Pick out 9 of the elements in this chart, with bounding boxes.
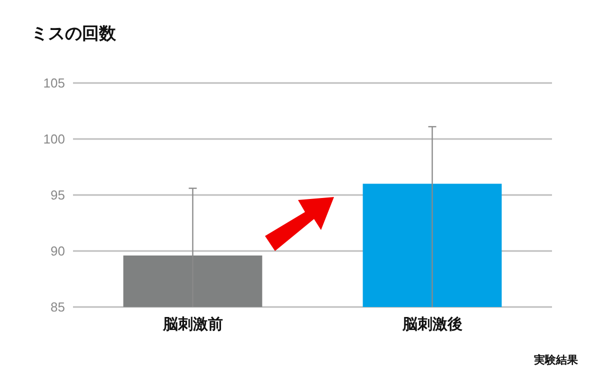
- x-tick-label: 脳刺激後: [401, 316, 462, 333]
- y-tick-label: 95: [50, 188, 65, 202]
- x-tick-label: 脳刺激前: [162, 316, 223, 333]
- y-tick-label: 100: [43, 132, 65, 146]
- text: 実験結果: [533, 354, 579, 366]
- chart-title: ミスの回数: [31, 24, 117, 43]
- y-tick-label: 85: [50, 300, 65, 314]
- y-tick-label: 105: [43, 76, 65, 90]
- y-tick-label: 90: [50, 244, 65, 258]
